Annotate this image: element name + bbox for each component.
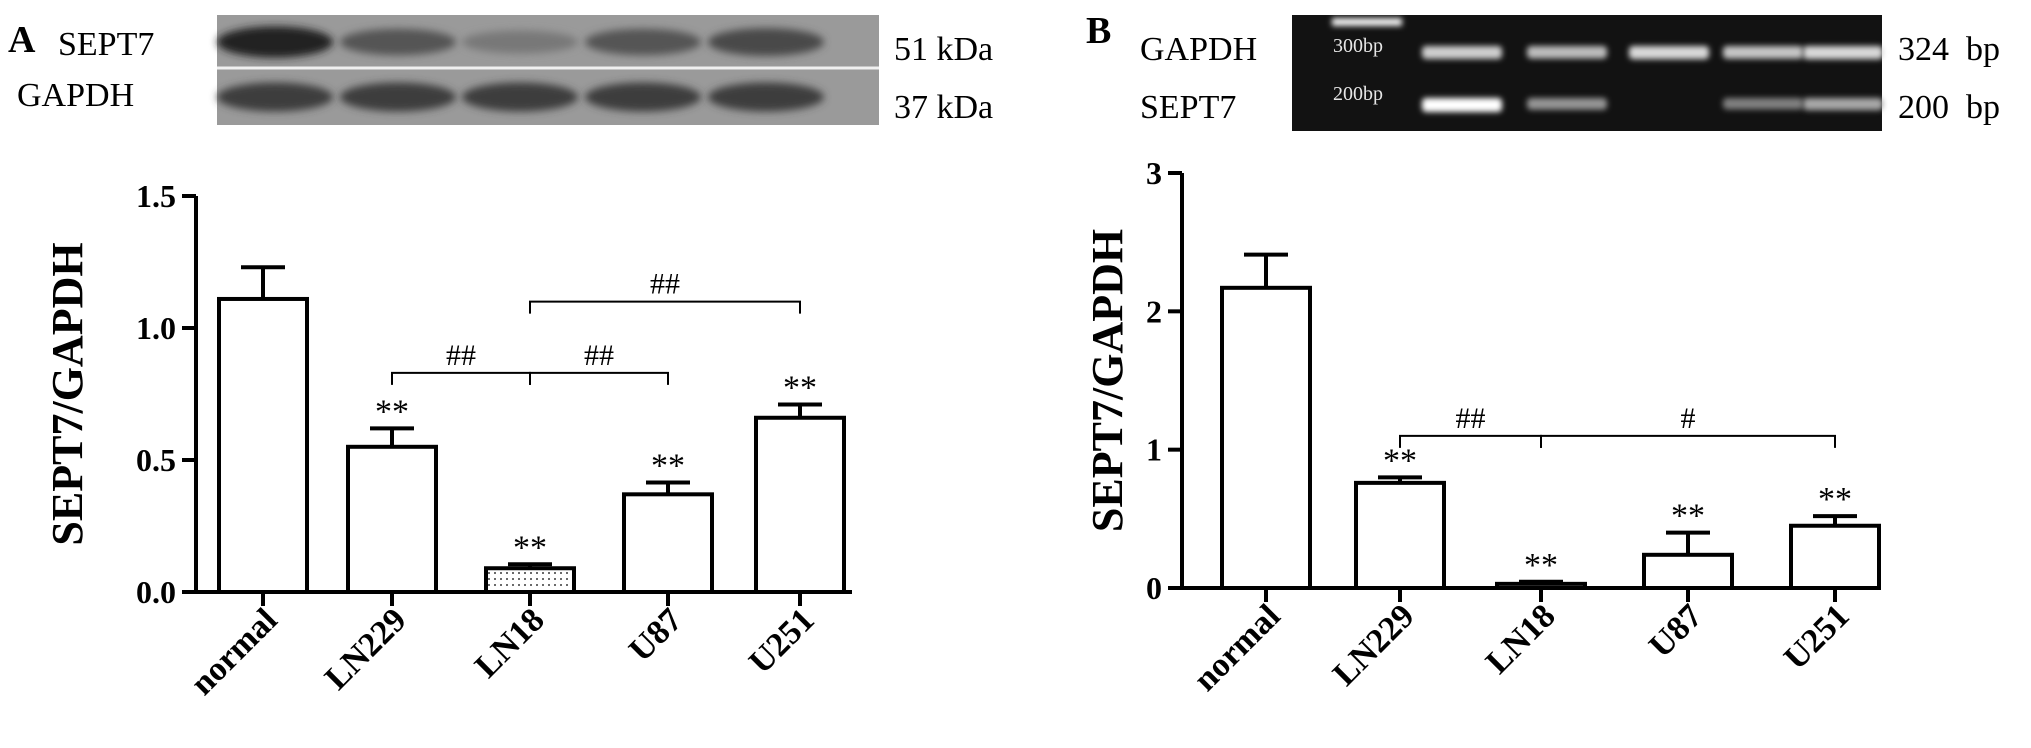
y-tick-label: 0.5 [136,442,176,478]
significance-label: ** [1383,442,1417,479]
significance-label: ** [651,447,685,484]
significance-label: ** [375,393,409,430]
blot-band [585,82,701,112]
gel-b-size-sept7: 200 bp [1898,89,2000,126]
blot-a-row-label-sept7: SEPT7 [58,26,154,63]
blot-a-row-label-gapdh: GAPDH [17,77,134,114]
y-tick-label: 1 [1146,432,1162,468]
gel-marker-300bp: 300bp [1333,35,1383,57]
blot-band [708,82,824,112]
gel-b-row-label-gapdh: GAPDH [1140,31,1257,68]
blot-band [217,82,333,112]
bracket-label: ## [584,339,614,372]
blot-band [217,26,333,58]
gel-b-row-label-sept7: SEPT7 [1140,89,1236,126]
blot-a-size-gapdh: 37 kDa [894,89,993,126]
x-tick-label: U87 [1642,597,1710,665]
bar [484,566,576,594]
y-tick-label: 0 [1146,570,1162,606]
comparison-bracket [391,371,531,385]
bar [1354,480,1446,590]
pcr-gel-image: 300bp 200bp [1292,15,1883,131]
x-tick-label: U251 [742,601,822,681]
bar [1495,581,1587,590]
gel-b-size-gapdh: 324 bp [1898,31,2000,68]
gel-ladder-band [1332,18,1402,26]
significance-label: ** [783,370,817,407]
comparison-bracket [1540,434,1836,448]
bar [1789,523,1881,590]
significance-label: ** [513,529,547,566]
western-blot-image [217,15,879,125]
bar [622,492,714,595]
blot-band [340,82,456,112]
bracket-label: ## [446,339,476,372]
bracket-label: # [1681,402,1696,435]
gel-band [1527,98,1607,110]
gel-band [1527,46,1607,59]
bar [1642,552,1734,590]
bracket-label: ## [1456,402,1486,435]
gel-band [1629,46,1709,60]
blot-band [462,30,578,54]
gel-band [1422,98,1502,112]
significance-label: ** [1671,498,1705,535]
gel-band [1723,98,1803,110]
blot-band [708,28,824,56]
blot-a-size-sept7: 51 kDa [894,31,993,68]
x-tick-label: U87 [622,601,690,669]
y-tick-label: 3 [1146,155,1162,191]
blot-band [585,28,701,56]
gel-band [1422,46,1502,59]
y-axis-label: SEPT7/GAPDH [43,242,92,545]
panel-b-letter: B [1086,10,1111,52]
x-tick-label: normal [184,601,285,702]
comparison-bracket [1399,434,1542,448]
y-axis-label: SEPT7/GAPDH [1083,229,1132,532]
bracket-label: ## [650,268,680,301]
blot-band [462,82,578,112]
y-tick-label: 1.0 [136,310,176,346]
bar [754,415,846,595]
x-tick-label: LN229 [1326,597,1422,693]
y-tick-label: 0.0 [136,574,176,610]
x-tick-label: U251 [1777,597,1857,677]
bar-chart-b: 0 1 2 3 SEPT7/GAPDH normal LN229 ** LN18 ** U87 ** U… [1083,155,1881,698]
bar-chart-a: 0.0 0.5 1.0 1.5 SEPT7/GAPDH normal LN229 ** LN18… [43,178,852,702]
gel-marker-200bp: 200bp [1333,83,1383,105]
significance-label: ** [1818,481,1852,518]
significance-label: ** [1524,547,1558,584]
y-tick-label: 2 [1146,293,1162,329]
bar [346,444,438,594]
x-tick-label: LN18 [1479,597,1563,681]
comparison-bracket [529,371,669,385]
x-tick-label: LN18 [468,601,552,685]
gel-band [1803,98,1883,111]
blot-band [340,28,456,56]
gel-band [1803,46,1883,60]
x-tick-label: normal [1187,597,1288,698]
comparison-bracket [529,300,801,314]
bar [217,296,309,594]
panel-a-letter: A [8,19,36,61]
x-tick-label: LN229 [318,601,414,697]
bar [1220,285,1312,590]
y-tick-label: 1.5 [136,178,176,214]
gel-band [1723,46,1803,59]
